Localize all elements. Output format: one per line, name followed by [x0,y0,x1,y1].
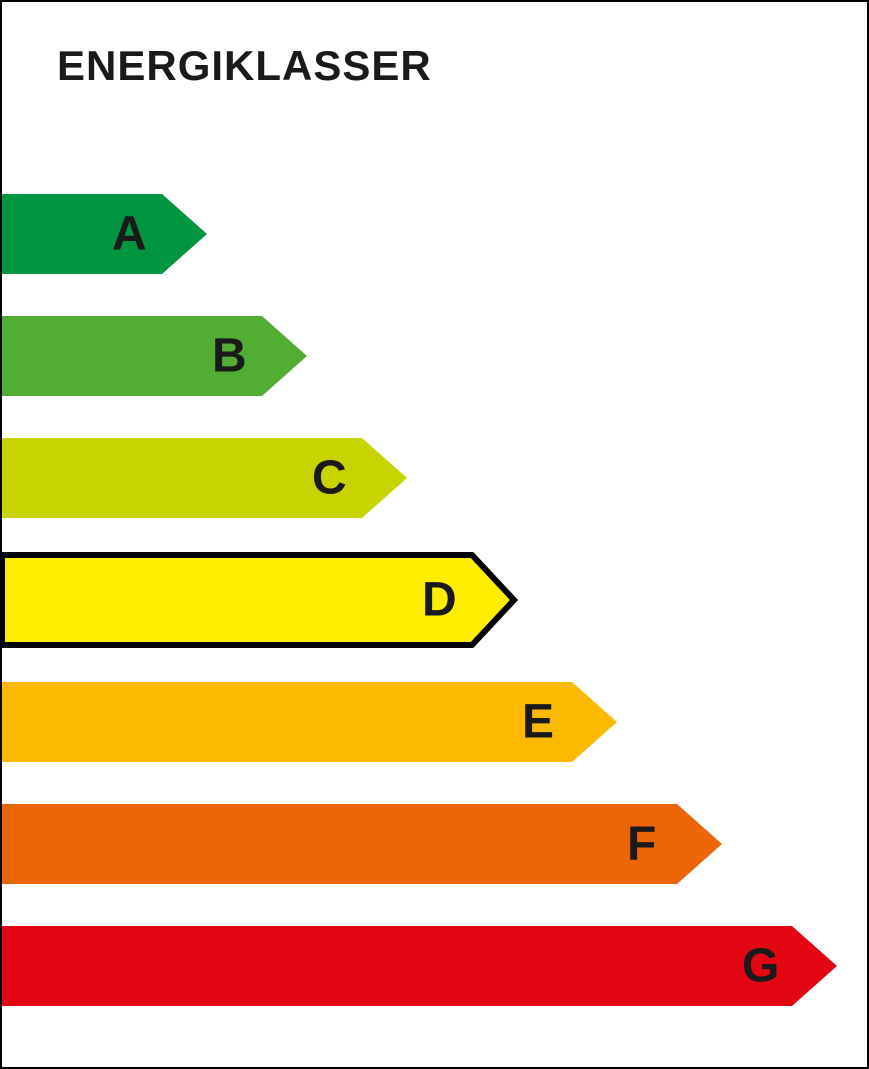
arrow-icon [2,438,411,518]
arrow-icon [2,804,726,884]
bars-area: A B C D E F G [2,194,867,1048]
bar-label-f: F [627,817,656,872]
bar-label-a: A [112,207,147,262]
energy-bar-d: D [2,552,867,648]
arrow-icon [2,194,211,274]
energy-bar-a: A [2,194,867,274]
arrow-icon [2,316,311,396]
energy-bar-b: B [2,316,867,396]
bar-label-b: B [212,329,247,384]
bar-label-g: G [742,939,779,994]
energy-bar-c: C [2,438,867,518]
energy-label-container: ENERGIKLASSER A B C D E F G [0,0,869,1069]
bar-label-e: E [522,695,554,750]
bar-label-d: D [422,573,457,628]
arrow-icon [2,926,841,1006]
bar-label-c: C [312,451,347,506]
energy-bar-g: G [2,926,867,1006]
chart-title: ENERGIKLASSER [57,42,432,90]
energy-bar-f: F [2,804,867,884]
energy-bar-e: E [2,682,867,762]
